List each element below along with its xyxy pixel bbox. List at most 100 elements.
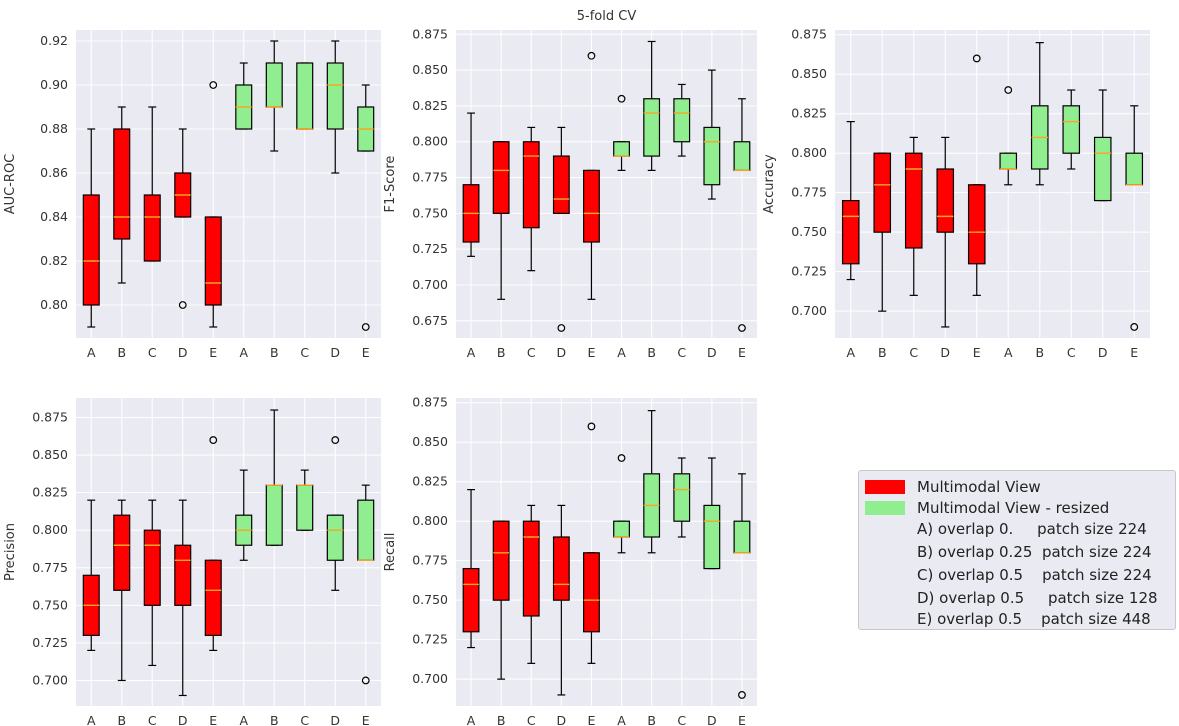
outlier-point [617,94,626,103]
outlier-point [587,422,596,431]
box-multimodal-a [462,112,480,257]
subplot-f1-score: 0.675 0.700 0.725 0.750 0.775 0.800 0.825 0.850… [383,9,757,360]
box-multimodal-e [967,54,986,296]
subplot-accuracy: 0.700 0.725 0.750 0.775 0.800 0.825 0.850 0.875… [762,27,1150,360]
x-tick-label: C [300,345,309,360]
box-resized-e [733,473,751,699]
x-tick-label: D [940,345,950,360]
box-multimodal-a [462,489,480,649]
legend-note-a: A) overlap 0. patch size 224 [917,520,1147,538]
box-resized-b [643,40,661,171]
box-body [204,559,222,636]
y-tick-label: 0.875 [32,410,68,425]
box-resized-a [613,454,630,554]
legend-swatch-green [865,501,905,515]
y-tick-label: 0.88 [40,121,68,136]
legend-note-c: C) overlap 0.5 patch size 224 [917,566,1152,584]
figure-title: 5-fold CV [577,9,637,24]
box-body [204,216,222,306]
box-multimodal-b [113,499,131,682]
box-resized-d [326,436,344,591]
x-tick-label: C [148,345,157,360]
x-tick-label: A [467,345,476,360]
y-tick-label: 0.82 [40,253,68,268]
legend-swatch-red [865,480,905,494]
box-body [522,141,540,229]
box-resized-c [673,457,691,538]
box-multimodal-e [204,436,222,652]
y-tick-label: 0.92 [40,33,68,48]
box-resized-a [999,86,1018,186]
box-body [841,199,860,265]
outlier-point [972,54,981,63]
y-tick-label: 0.825 [412,474,448,489]
x-tick-label: B [117,713,126,726]
y-tick-label: 0.850 [32,447,68,462]
x-tick-label: D [178,345,188,360]
box-body [492,141,510,214]
y-tick-label: 0.850 [791,66,827,81]
x-tick-label: A [846,345,855,360]
box-resized-b [265,409,283,546]
x-tick-label: C [300,713,309,726]
box-multimodal-e [583,51,600,300]
x-tick-label: D [707,713,717,726]
y-tick-label: 0.750 [412,592,448,607]
x-tick-label: B [647,713,656,726]
box-resized-a [235,469,253,561]
box-body [967,184,986,265]
y-tick-label: 0.875 [412,26,448,41]
x-tick-label: B [117,345,126,360]
x-tick-label: B [497,345,506,360]
outlier-point [738,691,746,699]
y-tick-label: 0.725 [791,264,827,279]
x-tick-label: C [909,345,918,360]
box-body [643,98,661,157]
y-tick-label: 0.800 [32,522,68,537]
legend-entry-multimodal: Multimodal View [865,477,1041,497]
box-resized-e [1125,105,1144,331]
box-resized-b [1030,42,1049,186]
box-multimodal-e [204,81,222,328]
y-tick-label: 0.750 [32,597,68,612]
box-body [296,62,314,130]
y-tick-label: 0.750 [412,205,448,220]
box-resized-c [1062,89,1081,170]
y-tick-label: 0.800 [791,145,827,160]
x-tick-label: D [330,713,340,726]
box-body [143,529,161,606]
outlier-point [361,323,370,331]
box-resized-e [733,98,751,332]
box-multimodal-b [113,106,131,284]
box-body [82,194,100,306]
box-resized-b [643,410,661,554]
box-multimodal-c [143,499,161,667]
y-tick-label: 0.775 [412,170,448,185]
outlier-point [1130,323,1139,331]
box-resized-d [703,69,721,200]
legend-label: Multimodal View - resized [917,499,1110,517]
y-tick-label: 0.675 [412,313,448,328]
box-body [113,128,131,240]
box-body [733,520,751,554]
y-tick-label: 0.725 [412,632,448,647]
box-body [873,152,892,233]
outlier-point [617,454,626,462]
x-tick-label: C [677,713,686,726]
box-multimodal-b [492,141,510,300]
box-body [1093,136,1112,202]
box-body [265,484,283,546]
box-multimodal-a [82,128,100,328]
outlier-point [738,324,746,332]
x-tick-label: D [178,713,188,726]
box-resized-e [357,84,375,331]
box-resized-d [326,40,344,174]
x-tick-label: A [1004,345,1013,360]
x-tick-label: D [557,345,567,360]
box-body [613,141,630,157]
box-multimodal-a [82,499,100,652]
x-tick-label: A [617,345,626,360]
y-axis-label: Accuracy [762,154,777,214]
y-tick-label: 0.825 [412,98,448,113]
